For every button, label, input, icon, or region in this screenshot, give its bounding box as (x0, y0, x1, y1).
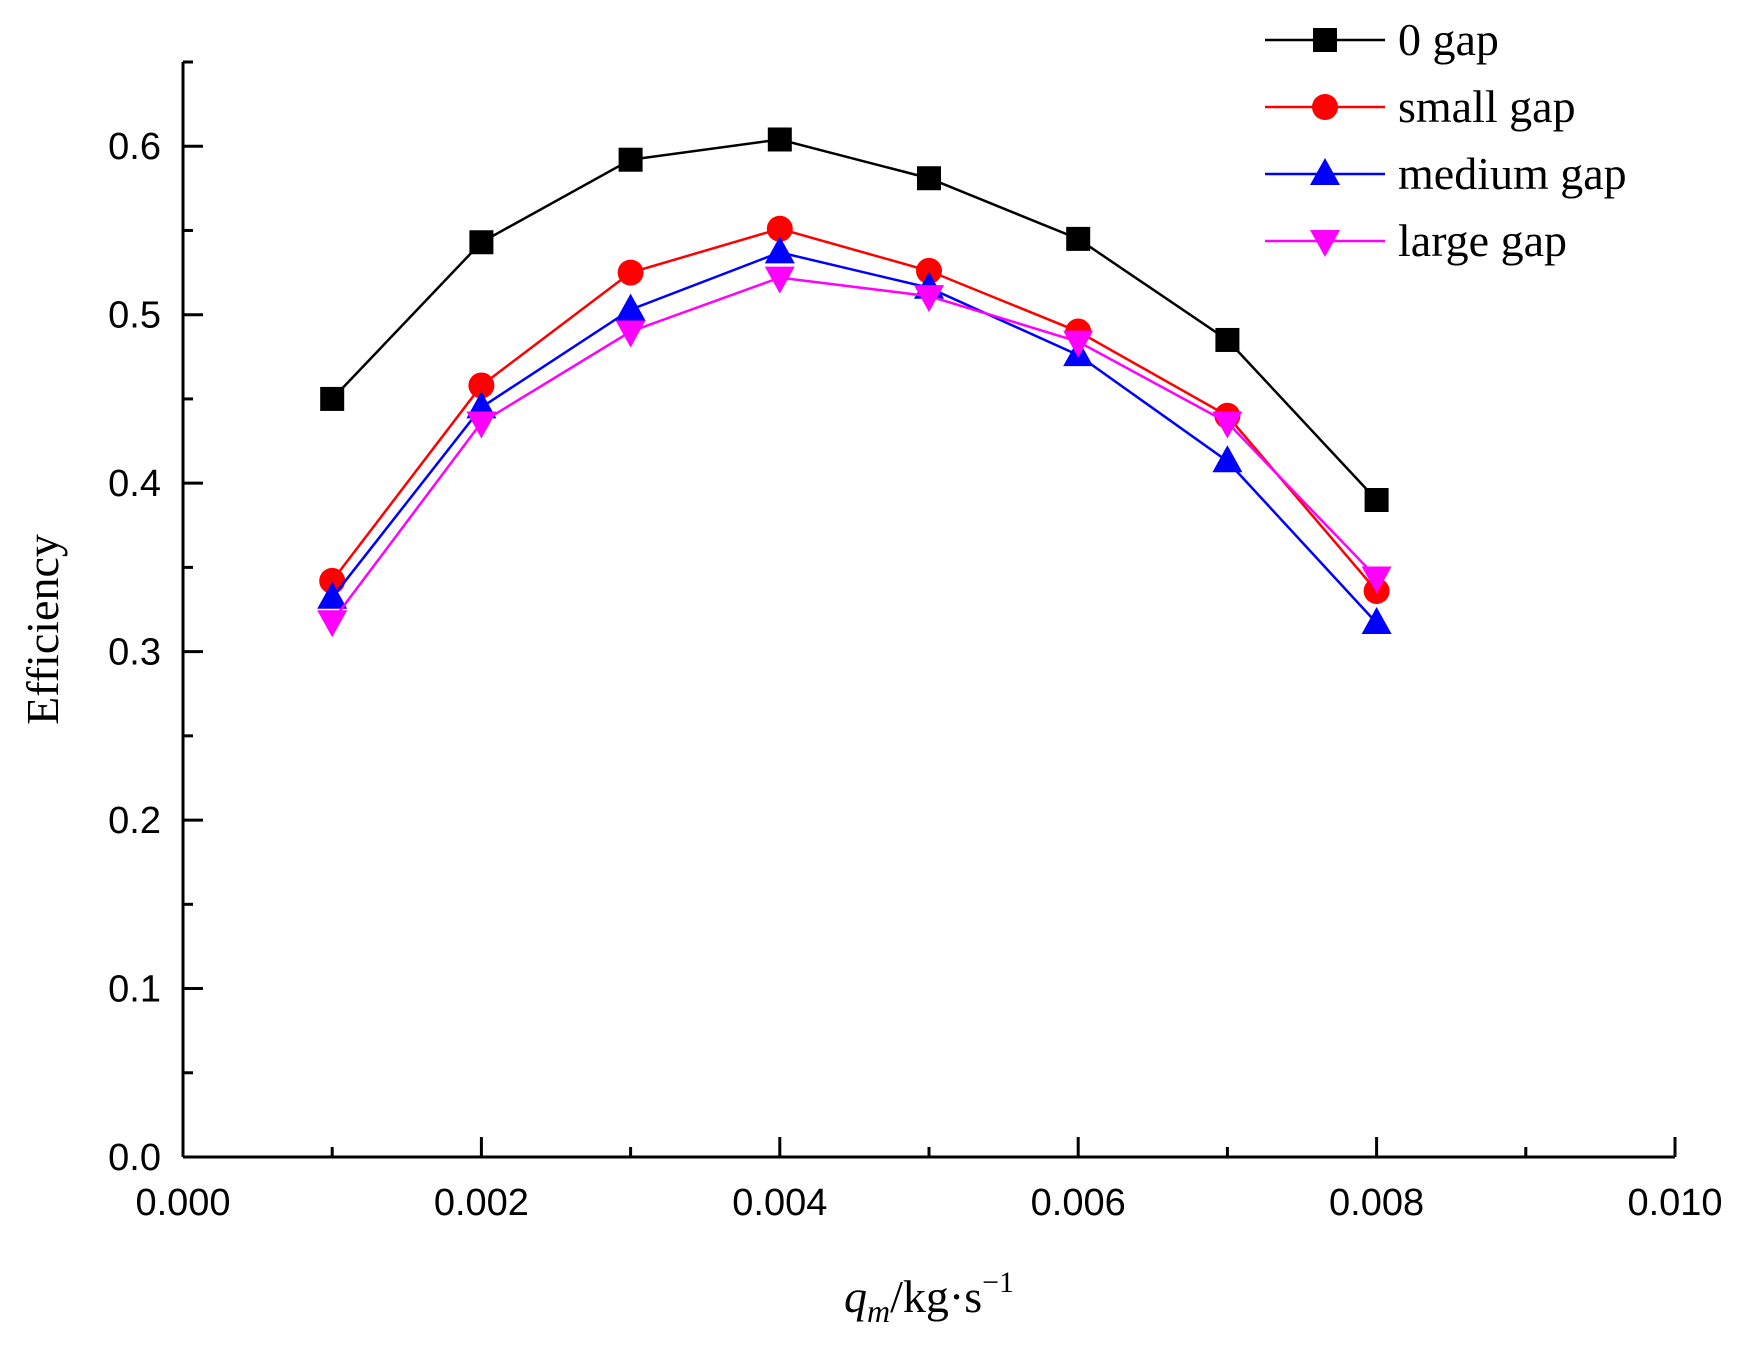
data-point-large-gap (1063, 330, 1094, 358)
legend-item-medium-gap: medium gap (1265, 148, 1627, 199)
data-point-large-gap (466, 411, 497, 439)
data-point-small-gap (617, 259, 644, 286)
series-line-0-gap (331, 138, 1378, 501)
data-point-small-gap (766, 215, 793, 242)
x-tick-label: 0.004 (732, 1182, 827, 1224)
x-tick-label: 0.010 (1627, 1182, 1722, 1224)
x-axis-title-sub: m (867, 1293, 890, 1329)
series-line-small-gap (331, 227, 1378, 592)
x-ticks: 0.000 0.002 0.004 0.006 0.008 0.010 (135, 1137, 1723, 1224)
data-point-large-gap (317, 610, 348, 638)
data-point-large-gap (615, 320, 646, 348)
x-axis-title-unit: /kg·s (890, 1271, 982, 1322)
legend-marker-medium-gap (1310, 158, 1340, 185)
data-point-0-gap (1066, 226, 1091, 251)
y-tick-label: 0.1 (108, 969, 161, 1011)
x-axis-title: qm/kg·s−1 (844, 1266, 1014, 1329)
data-point-0-gap (469, 230, 494, 255)
data-point-large-gap (764, 266, 795, 294)
data-point-0-gap (320, 386, 345, 411)
x-tick-label: 0.008 (1329, 1182, 1424, 1224)
series-large-gap (317, 266, 1392, 638)
series-medium-gap (317, 236, 1392, 634)
legend-label-small-gap: small gap (1398, 81, 1576, 132)
data-point-small-gap (916, 257, 942, 284)
data-point-medium-gap (317, 581, 348, 609)
data-point-0-gap (1364, 488, 1389, 512)
data-point-medium-gap (615, 293, 646, 321)
legend-marker-large-gap (1310, 230, 1340, 257)
x-axis-title-var: q (844, 1271, 867, 1322)
x-tick-label: 0.006 (1031, 1182, 1126, 1224)
legend-label-0-gap: 0 gap (1398, 14, 1499, 65)
legend-item-small-gap: small gap (1265, 81, 1576, 132)
data-point-0-gap (917, 166, 941, 191)
y-ticks: 0.0 0.1 0.2 0.3 0.4 0.5 0.6 (108, 60, 203, 1179)
data-point-large-gap (1361, 566, 1392, 594)
y-tick-label: 0.2 (108, 800, 161, 842)
series-line-large-gap (331, 276, 1378, 623)
data-point-0-gap (618, 147, 643, 172)
legend-label-medium-gap: medium gap (1398, 148, 1627, 199)
data-point-0-gap (1215, 327, 1240, 352)
y-tick-label: 0.0 (108, 1137, 161, 1179)
data-point-small-gap (319, 567, 346, 594)
legend-marker-small-gap (1312, 94, 1338, 120)
data-point-0-gap (767, 127, 792, 152)
y-tick-label: 0.4 (108, 463, 161, 505)
data-point-large-gap (914, 285, 944, 313)
data-point-medium-gap (764, 236, 795, 264)
data-point-medium-gap (1212, 445, 1243, 473)
y-tick-label: 0.6 (108, 126, 161, 168)
series-layer (317, 127, 1392, 638)
data-point-medium-gap (1361, 606, 1392, 634)
legend: 0 gap small gap medium gap large gap (1265, 14, 1627, 266)
x-axis-title-sup: −1 (982, 1266, 1014, 1299)
x-tick-label: 0.002 (434, 1182, 529, 1224)
x-tick-label: 0.000 (135, 1182, 230, 1224)
data-point-large-gap (1212, 411, 1243, 439)
legend-marker-0-gap (1313, 28, 1337, 52)
series-0-gap (320, 127, 1389, 512)
legend-item-0-gap: 0 gap (1265, 14, 1499, 65)
y-tick-label: 0.5 (108, 295, 161, 337)
legend-item-large-gap: large gap (1265, 215, 1567, 266)
y-axis-title: Efficiency (17, 534, 68, 725)
legend-label-large-gap: large gap (1398, 215, 1567, 266)
data-point-small-gap (468, 372, 495, 399)
y-tick-label: 0.3 (108, 632, 161, 674)
series-line-medium-gap (331, 251, 1378, 624)
